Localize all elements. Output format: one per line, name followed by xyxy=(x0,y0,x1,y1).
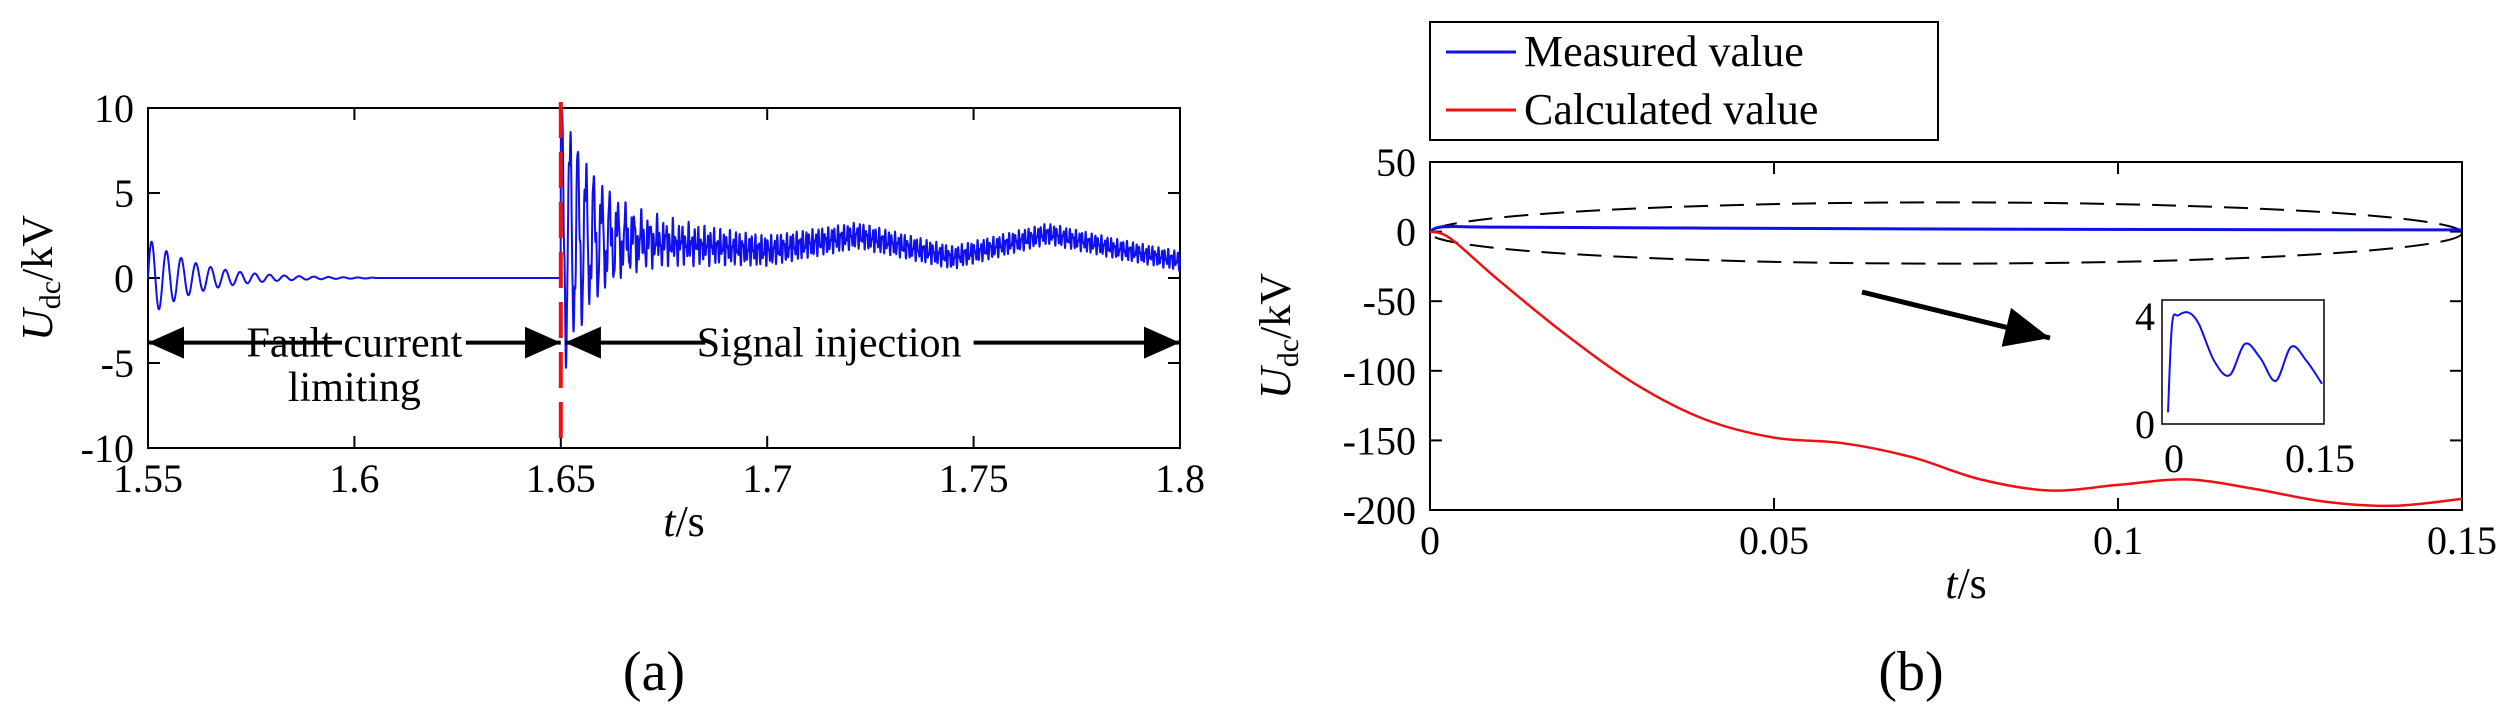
inset-ytick-4: 4 xyxy=(2135,294,2155,339)
inset-xtick-015: 0.15 xyxy=(2285,436,2355,481)
chart-b: Measured value Calculated value 50 0 -50 -1… xyxy=(1251,21,2497,703)
chart-a-xlabel-symbol: t xyxy=(663,497,677,546)
x-tick-label: 0.1 xyxy=(2093,518,2143,563)
y-tick-label: 0 xyxy=(114,256,134,301)
chart-a-x-tick-labels: 1.55 1.6 1.65 1.7 1.75 1.8 xyxy=(113,456,1205,501)
y-tick-label: 50 xyxy=(1376,140,1416,185)
y-tick-label: -200 xyxy=(1343,488,1416,533)
inset-axes-box xyxy=(2161,299,2325,425)
y-tick-label: -50 xyxy=(1363,279,1416,324)
chart-a-series-udc xyxy=(147,108,1181,369)
chart-a-y-axis-label: Udc/kV xyxy=(13,215,67,341)
inset-series-measured xyxy=(2167,311,2323,413)
chart-b-ylabel-sub: dc xyxy=(1272,339,1305,367)
legend-label-calculated: Calculated value xyxy=(1524,85,1818,134)
chart-b-x-tick-labels: 0 0.05 0.1 0.15 xyxy=(1420,518,2497,563)
chart-b-panel-label: (b) xyxy=(1878,641,1943,703)
chart-a-y-tick-labels: 10 5 0 -5 -10 xyxy=(81,86,134,471)
chart-b-series-measured xyxy=(1429,224,2463,234)
chart-b-y-axis-label: Udc/kV xyxy=(1251,273,1305,399)
x-tick-label: 1.55 xyxy=(113,456,183,501)
chart-b-x-axis-label: t/s xyxy=(1945,559,1987,608)
chart-b-xlabel-unit: /s xyxy=(1957,559,1986,608)
legend-box xyxy=(1429,21,1939,141)
y-tick-label: -5 xyxy=(101,341,134,386)
chart-b-axes-box xyxy=(1429,161,2463,511)
chart-b-zoom-arrow xyxy=(1861,289,2051,347)
y-tick-label: -150 xyxy=(1343,418,1416,463)
annotation-text: limiting xyxy=(288,365,421,411)
chart-b-inset: 4 0 0 0.15 xyxy=(2135,294,2355,481)
chart-b-series-calculated xyxy=(1429,230,2463,508)
annotation-text: Fault current xyxy=(247,321,463,367)
y-tick-label: 5 xyxy=(114,171,134,216)
chart-a: 10 5 0 -5 -10 1.55 1.6 1.65 1.7 1.75 1.8 Fault cu… xyxy=(13,86,1205,703)
x-tick-label: 1.8 xyxy=(1155,456,1205,501)
chart-b-ylabel-unit: /kV xyxy=(1251,273,1300,339)
x-tick-label: 0 xyxy=(1420,518,1440,563)
chart-a-ticks xyxy=(147,107,1181,449)
y-tick-label: 0 xyxy=(1396,210,1416,255)
annotation-text: Signal injection xyxy=(697,321,962,367)
inset-xtick-0: 0 xyxy=(2164,436,2184,481)
chart-a-ylabel-symbol: U xyxy=(13,306,62,341)
chart-a-ylabel-unit: /kV xyxy=(13,215,62,281)
x-tick-label: 1.7 xyxy=(742,456,792,501)
x-tick-label: 0.05 xyxy=(1739,518,1809,563)
y-tick-label: -100 xyxy=(1343,349,1416,394)
x-tick-label: 1.6 xyxy=(329,456,379,501)
x-tick-label: 0.15 xyxy=(2427,518,2497,563)
y-tick-label: 10 xyxy=(94,86,134,131)
chart-b-dashed-ellipse xyxy=(1429,201,2463,265)
chart-a-x-axis-label: t/s xyxy=(663,497,705,546)
chart-a-panel-label: (a) xyxy=(623,641,685,703)
inset-ytick-0: 0 xyxy=(2135,402,2155,447)
x-tick-label: 1.65 xyxy=(526,456,596,501)
chart-a-xlabel-unit: /s xyxy=(675,497,704,546)
y-tick-label: -10 xyxy=(81,426,134,471)
x-tick-label: 1.75 xyxy=(939,456,1009,501)
chart-b-y-tick-labels: 50 0 -50 -100 -150 -200 xyxy=(1343,140,1416,533)
chart-b-xlabel-symbol: t xyxy=(1945,559,1959,608)
chart-a-ylabel-sub: dc xyxy=(34,281,67,309)
legend-label-measured: Measured value xyxy=(1524,27,1804,76)
chart-b-legend: Measured value Calculated value xyxy=(1429,21,1939,141)
chart-b-ylabel-symbol: U xyxy=(1251,364,1300,399)
